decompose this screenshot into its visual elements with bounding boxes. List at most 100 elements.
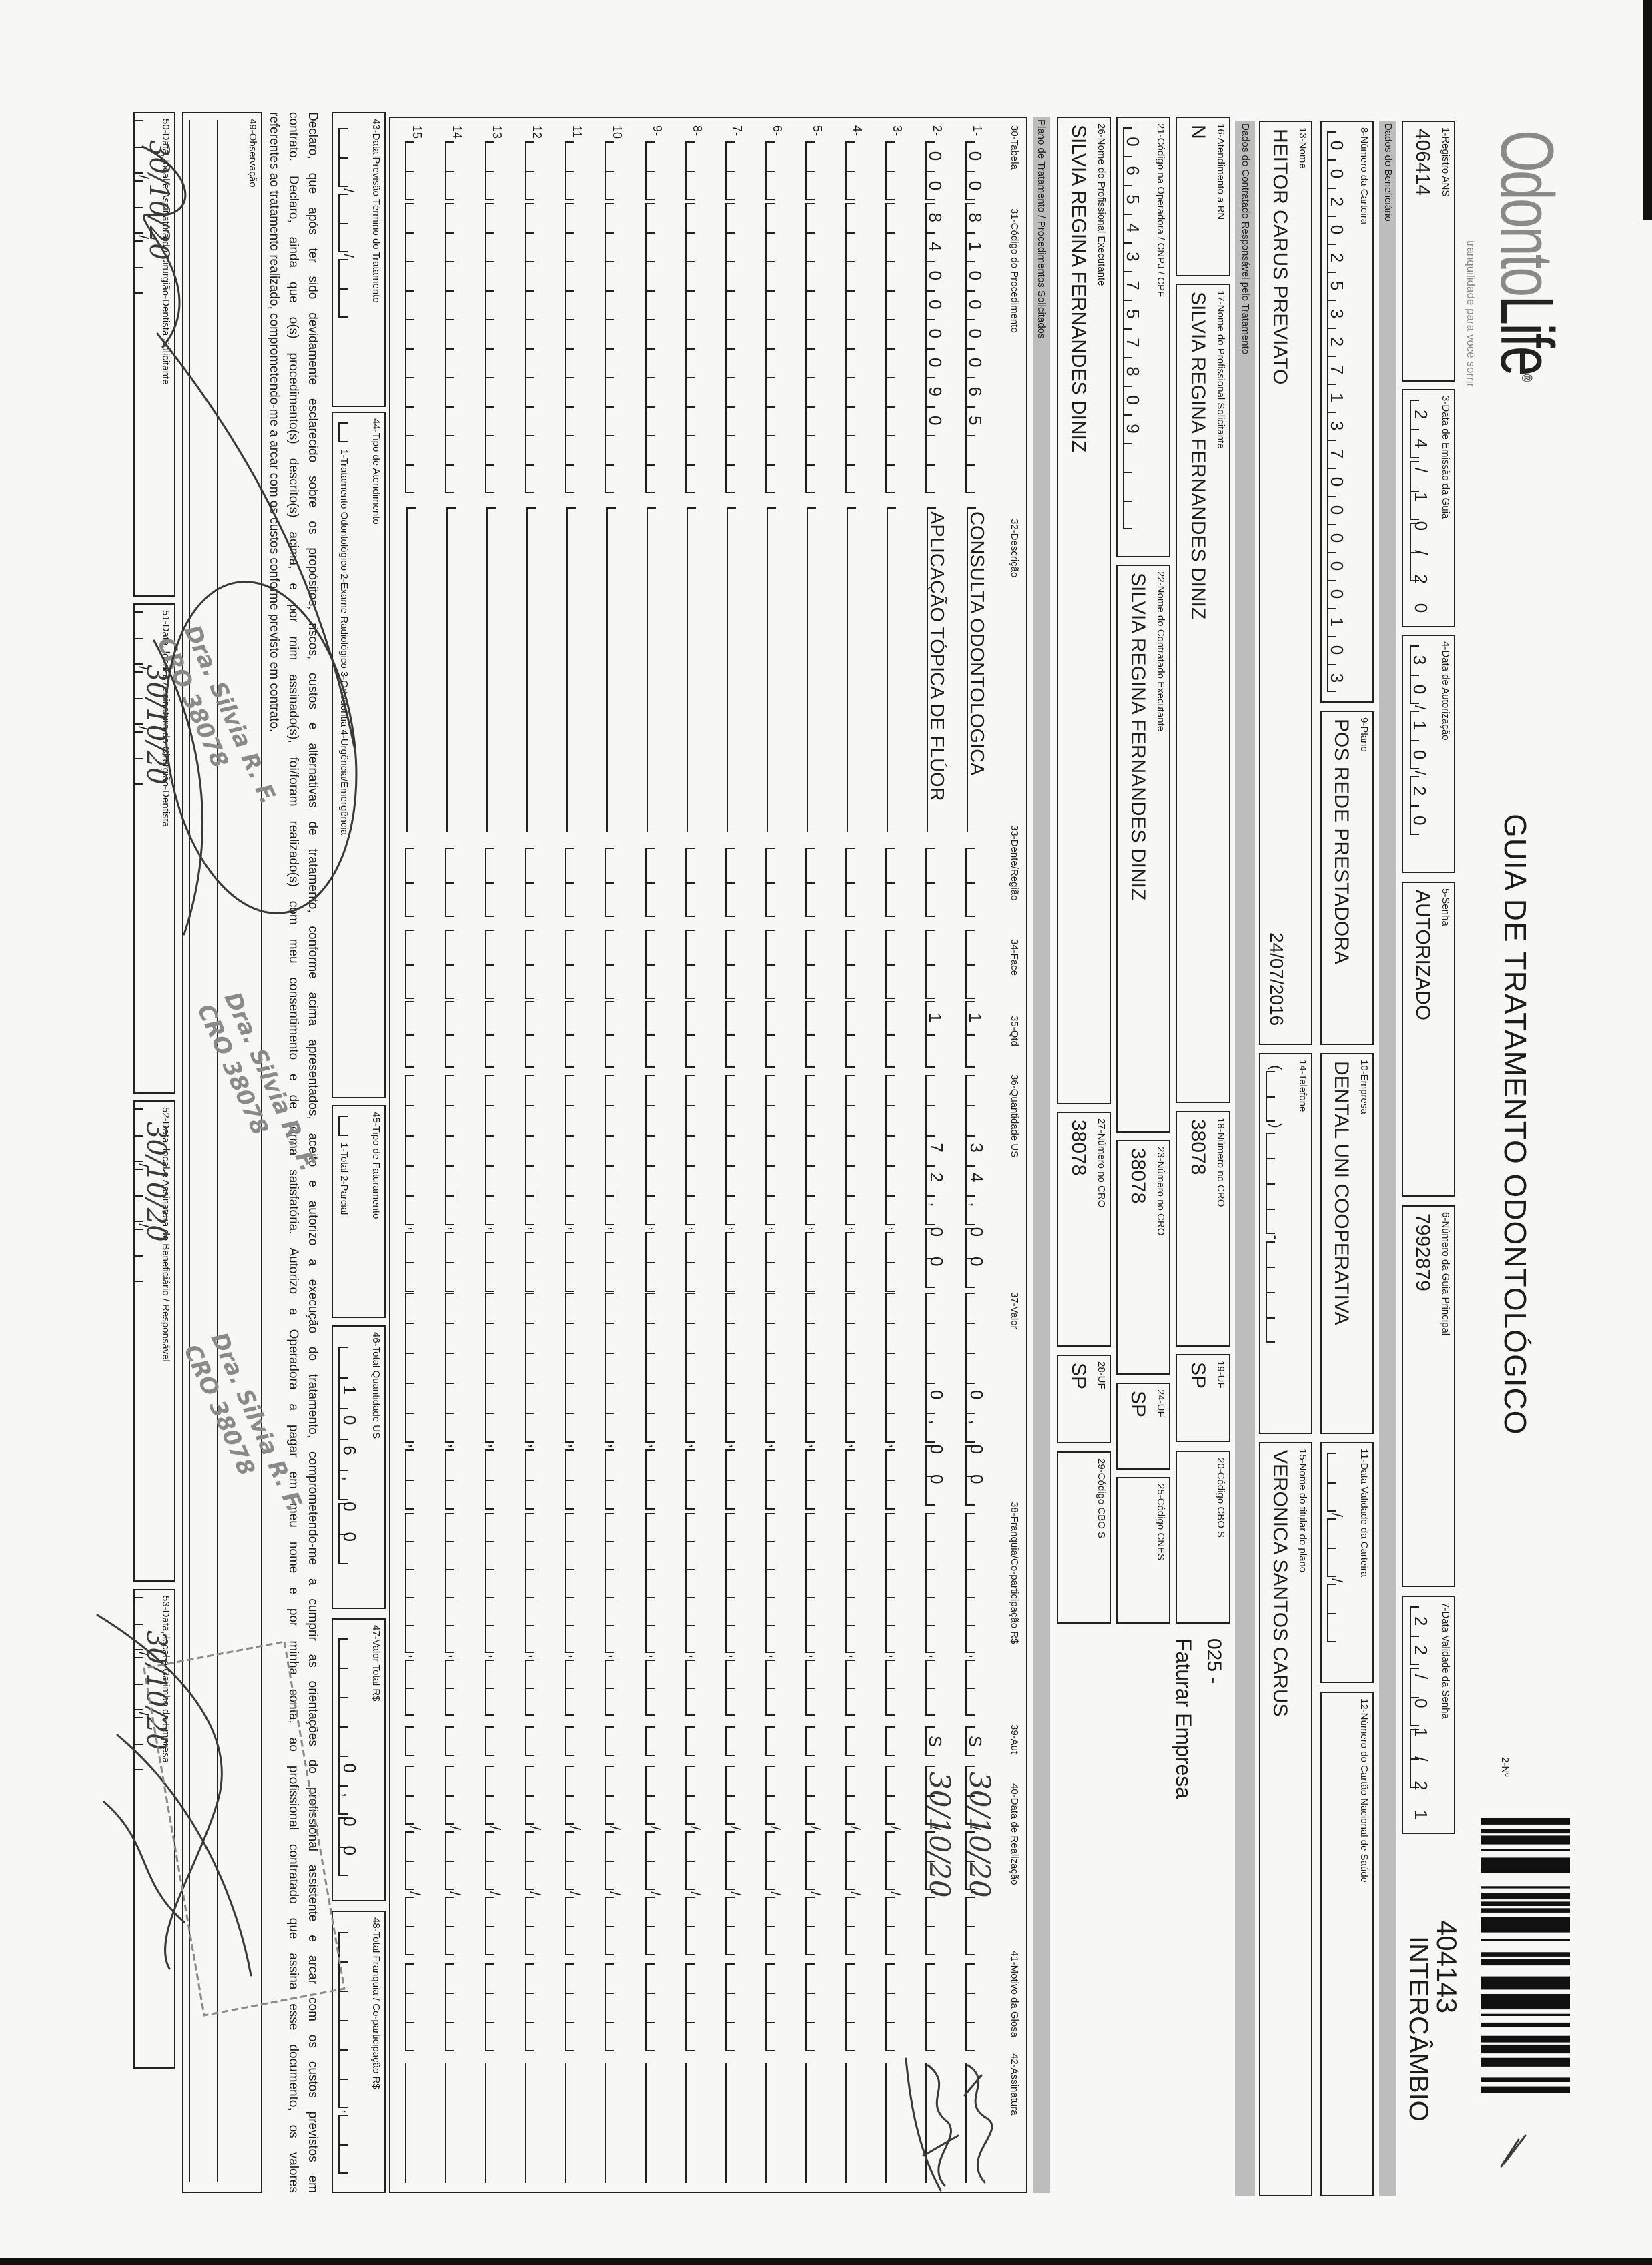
digit-cell — [845, 348, 865, 377]
digit-cell — [765, 1293, 785, 1323]
digit-cell — [725, 1597, 745, 1625]
separator: , — [567, 1444, 584, 1449]
digit-cell: 2 — [1327, 244, 1347, 272]
digit-cell — [405, 232, 425, 261]
digit-cell — [845, 1597, 865, 1625]
digit-cell — [445, 882, 465, 917]
valor-cells: , — [805, 1293, 825, 1510]
separator: / — [847, 1826, 864, 1831]
field-label: 45-Tipo de Faturamento — [370, 1112, 382, 1219]
description — [406, 507, 426, 832]
digit-cell — [845, 1413, 865, 1443]
digit-cell — [885, 1726, 905, 1756]
separator: , — [567, 1227, 584, 1231]
digit-cell — [845, 1963, 865, 1993]
field-label: 12-Número do Cartão Nacional de Saúde — [1358, 1698, 1370, 1883]
row-number: 9- — [651, 125, 664, 137]
field-uf-solicitante: 19-UF SP — [1176, 1354, 1230, 1442]
digit-cell: 1 — [965, 1001, 985, 1034]
digit-cell — [725, 1569, 745, 1597]
digit-cell — [725, 464, 745, 493]
digit-cell — [725, 1293, 745, 1323]
digit-cell — [685, 464, 705, 493]
digit-cell — [805, 171, 825, 200]
field-nome: 13-Nome HEITOR CARUS PREVIATO 24/07/2016 — [1259, 121, 1312, 1045]
field-label: 22-Nome do Contratado Executante — [1155, 571, 1166, 732]
digit-cell — [645, 1262, 665, 1293]
digit-cell — [685, 1262, 705, 1293]
digit-cell — [338, 2115, 358, 2145]
digit-cell — [405, 1597, 425, 1625]
digit-cell — [805, 882, 825, 917]
digit-cell — [965, 1660, 985, 1688]
digit-cell — [725, 1766, 745, 1795]
digit-cell — [565, 1323, 585, 1353]
digit-cell — [805, 1625, 825, 1653]
digit-cell — [845, 1993, 865, 2022]
digit-cell — [685, 1232, 705, 1263]
digit-cell — [725, 377, 745, 406]
field-uf-contratado: 24-UF SP — [1116, 1383, 1170, 1470]
digit-cell — [565, 1597, 585, 1625]
digit-cell — [965, 1993, 985, 2022]
digit-cell — [485, 464, 505, 493]
digit-cell — [885, 1293, 905, 1323]
digit-cell — [725, 1660, 745, 1688]
digit-cell — [405, 290, 425, 319]
field-previsao-termino: 43-Data Previsão Término do Tratamento /… — [332, 112, 386, 407]
digit-cell — [565, 1831, 585, 1861]
digit-cell — [965, 1688, 985, 1716]
digit-cell — [925, 1897, 945, 1927]
face-cells — [605, 930, 625, 999]
digit-cell — [525, 464, 545, 493]
digit-cell — [605, 232, 625, 261]
digit-cell — [645, 1688, 665, 1716]
digit-cell — [525, 1195, 545, 1225]
digit-cell — [685, 319, 705, 348]
digit-cell — [805, 1195, 825, 1225]
description — [887, 507, 907, 832]
field-label: 25-Código CNES — [1155, 1484, 1166, 1561]
data-realizacao-cells: / / — [645, 1766, 665, 1956]
digit-cell — [645, 1323, 665, 1353]
digit-cell — [485, 1569, 505, 1597]
separator: , — [407, 1654, 424, 1659]
digit-cell — [925, 435, 945, 464]
digit-cell — [445, 1323, 465, 1353]
digit-cell — [925, 1034, 945, 1068]
digit-cell — [525, 1165, 545, 1195]
franquia-cells: , — [965, 1513, 985, 1716]
digit-cell — [845, 406, 865, 435]
digit-cell — [765, 203, 785, 232]
field-label: 18-Número no CRO — [1215, 1118, 1226, 1207]
face-cells — [845, 930, 865, 999]
face-cells — [565, 930, 585, 999]
digit-cell — [445, 1413, 465, 1443]
franquia-cells: , — [685, 1513, 705, 1716]
digit-cell — [445, 1569, 465, 1597]
digit-cell — [725, 406, 745, 435]
digit-cell — [685, 1293, 705, 1323]
signature-line — [725, 2063, 747, 2183]
digit-cell: 6 — [1123, 156, 1143, 185]
signature-line — [565, 2063, 586, 2183]
digit-cell — [965, 1597, 985, 1625]
digit-cell — [605, 1766, 625, 1795]
codigo-cells — [725, 203, 745, 493]
scan-edge — [0, 2258, 1652, 2265]
field-date: 24/07/2016 — [1266, 932, 1287, 1026]
franquia-cells: , — [645, 1513, 665, 1716]
digit-cell — [805, 1034, 825, 1068]
qtd-cells — [405, 1001, 425, 1068]
digit-cell — [525, 1513, 545, 1541]
separator: , — [807, 1654, 824, 1659]
digit-cell — [485, 1795, 505, 1825]
signature-line — [845, 2063, 867, 2183]
digit-cell — [885, 1480, 905, 1510]
digit-cell — [485, 1232, 505, 1263]
column-header: 41-Motivo da Glosa — [1009, 1951, 1020, 2038]
logo-tagline: tranquilidade para você sorrir — [1465, 240, 1477, 388]
digit-cell — [565, 1625, 585, 1653]
valor-cells: 0,00 — [965, 1293, 987, 1506]
